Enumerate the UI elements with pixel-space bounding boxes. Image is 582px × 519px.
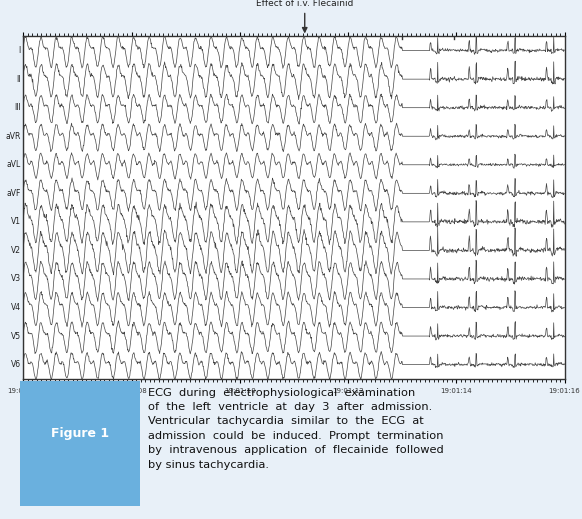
Text: ECG  during  electrophysiological  examination
of  the  left  ventricle  at  day: ECG during electrophysiological examinat… [148, 388, 444, 470]
Text: aVL: aVL [6, 160, 20, 169]
Text: III: III [14, 103, 20, 112]
Text: V4: V4 [10, 303, 20, 312]
Text: V3: V3 [10, 275, 20, 283]
Text: aVF: aVF [6, 189, 20, 198]
Text: V2: V2 [10, 246, 20, 255]
Text: Effect of i.v. Flecainid: Effect of i.v. Flecainid [256, 0, 353, 32]
FancyBboxPatch shape [20, 381, 140, 506]
Text: V5: V5 [10, 332, 20, 340]
Text: aVR: aVR [5, 132, 20, 141]
Text: II: II [16, 75, 20, 84]
Text: V1: V1 [10, 217, 20, 226]
Text: Figure 1: Figure 1 [51, 427, 109, 440]
Text: V6: V6 [10, 360, 20, 369]
Text: I: I [18, 46, 20, 55]
